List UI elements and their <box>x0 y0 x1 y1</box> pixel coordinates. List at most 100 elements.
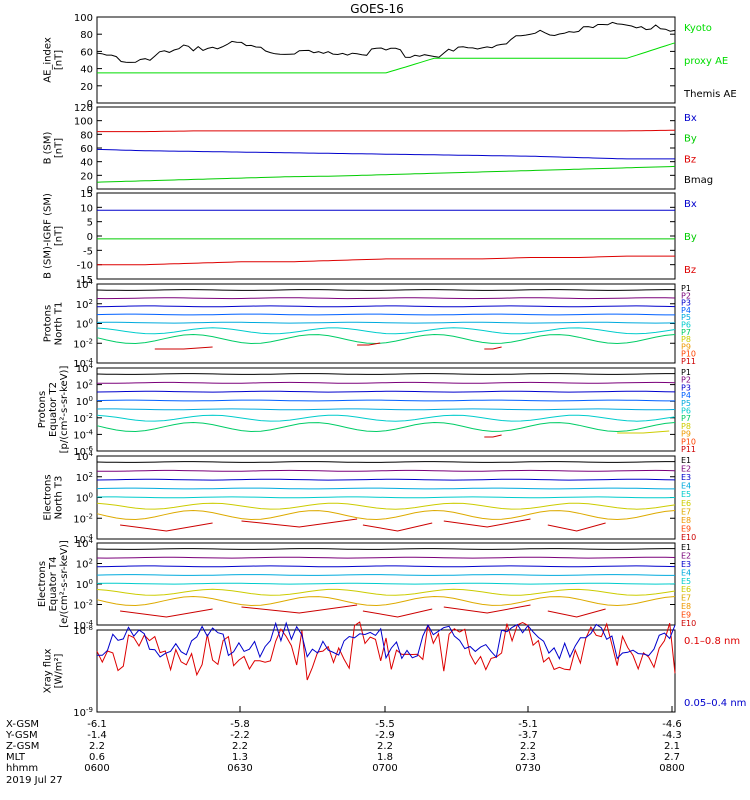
y-tick-label: 10 <box>80 203 93 214</box>
legend-entry: P5 <box>681 399 691 408</box>
legend-entry: P1 <box>681 368 691 377</box>
low-flux-segment <box>484 346 502 350</box>
footer-value: 2.2 <box>89 741 105 752</box>
footer-value: -5.8 <box>230 719 250 730</box>
flux-channel-2 <box>96 297 676 300</box>
y-tick-label: 100 <box>76 318 93 331</box>
flux-channel-3 <box>96 478 676 481</box>
flux-channel-2 <box>96 556 676 559</box>
legend-entry: P3 <box>681 299 691 308</box>
footer-value: -2.9 <box>375 730 395 741</box>
legend-entry: E2 <box>681 551 691 560</box>
y-tick-label: 20 <box>80 171 93 182</box>
footer-value: -5.5 <box>375 719 395 730</box>
y-axis-label: [nT] <box>54 50 65 70</box>
series-bz <box>97 255 675 266</box>
legend-entry: P10 <box>681 350 696 359</box>
legend-entry: P4 <box>681 391 691 400</box>
series-bx <box>96 148 675 160</box>
low-flux-segment <box>120 522 213 532</box>
legend-entry: E6 <box>681 499 691 508</box>
footer-label: MLT <box>6 752 26 763</box>
y-axis-label: Equator T4 <box>48 557 59 612</box>
legend-entry: P2 <box>681 291 691 300</box>
legend-entry: P5 <box>681 313 691 322</box>
legend-entry: P6 <box>681 321 691 330</box>
footer-value: -1.4 <box>87 730 107 741</box>
legend-entry: Bz <box>684 154 696 165</box>
legend-entry: P8 <box>681 335 691 344</box>
footer-value: 0800 <box>659 763 684 774</box>
y-tick-label: 10-2 <box>73 599 93 612</box>
y-axis-label: [nT] <box>54 226 65 246</box>
low-flux-segment <box>484 434 502 438</box>
flux-channel-3 <box>96 305 676 308</box>
y-tick-label: 15 <box>80 189 93 200</box>
y-axis-label: North T3 <box>54 476 65 520</box>
y-axis-label: Protons <box>37 391 48 428</box>
y-axis-label: North T1 <box>54 302 65 346</box>
y-tick-label: 100 <box>76 395 93 408</box>
y-tick-label: 10-4 <box>73 533 93 546</box>
y-tick-label: 104 <box>76 450 94 463</box>
y-tick-label: 100 <box>76 492 93 505</box>
y-tick-label: 40 <box>80 158 93 169</box>
panel-6: 104 102 100 10-2 10-4 Electrons North T3 E1E2E3… <box>43 450 697 546</box>
footer-value: -3.7 <box>518 730 538 741</box>
legend-entry: P1 <box>681 284 691 293</box>
footer-value: 2.2 <box>520 741 536 752</box>
panel-frame <box>96 192 676 280</box>
flux-channel-1 <box>96 373 675 375</box>
y-axis-label: [W/m²] <box>54 653 65 688</box>
flux-channel-2 <box>97 381 676 384</box>
legend-entry: E6 <box>681 585 691 594</box>
low-flux-segment <box>362 522 433 532</box>
y-axis-label: Xray flux <box>43 649 54 694</box>
y-tick-label: 40 <box>80 65 93 76</box>
legend-entry: E4 <box>681 568 691 577</box>
footer-value: 2.7 <box>664 752 680 763</box>
y-axis-label: [p/(cm²-s-sr-keV)] <box>59 366 70 454</box>
flux-channel-7 <box>96 421 676 433</box>
y-tick-label: 80 <box>80 30 93 41</box>
footer-ephemeris: X-GSM -6.1 -5.8 -5.5 -5.1 -4.6 Y-GSM -1.4 -2.2 -2… <box>5 706 685 786</box>
y-tick-label: 5 <box>87 218 93 229</box>
footer-value: 1.8 <box>377 752 393 763</box>
flux-channel-5 <box>96 582 676 585</box>
y-tick-label: 60 <box>80 47 93 58</box>
footer-value: 1.3 <box>232 752 248 763</box>
y-tick-label: 0 <box>87 185 93 196</box>
y-axis-label: Electrons <box>43 474 54 520</box>
plot-title: GOES-16 <box>350 2 404 16</box>
legend-entry: P11 <box>681 445 696 454</box>
y-tick-label: 10-4 <box>73 428 93 441</box>
panel-frame <box>96 629 676 713</box>
footer-date: 2019 Jul 27 <box>6 775 63 786</box>
y-tick-label: 100 <box>74 117 93 128</box>
legend-entry: P2 <box>681 376 691 385</box>
footer-value: 2.2 <box>232 741 248 752</box>
low-flux-segment <box>120 608 213 618</box>
flux-channel-7 <box>96 509 676 521</box>
y-axis-label: Electrons <box>37 561 48 607</box>
footer-label: Z-GSM <box>6 741 39 752</box>
legend-entry: E3 <box>681 473 691 482</box>
footer-value: 0600 <box>84 763 109 774</box>
legend-entry: E10 <box>681 619 696 628</box>
panel-7: 104 102 100 10-2 10-4 Electrons Equator T4 [e/(… <box>37 537 696 632</box>
flux-channel-3 <box>96 565 676 568</box>
y-tick-label: 20 <box>80 82 93 93</box>
footer-value: -4.3 <box>662 730 682 741</box>
y-axis-label: AE_index <box>43 37 54 83</box>
series-kyoto-proxy-ae <box>97 42 676 74</box>
footer-value: 2.3 <box>520 752 536 763</box>
y-tick-label: 10-4 <box>73 357 93 370</box>
y-tick-label: 102 <box>76 379 93 392</box>
legend-entry: 0.05–0.4 nm <box>684 698 746 709</box>
flux-channel-6 <box>96 327 676 335</box>
y-axis-label: [nT] <box>54 138 65 158</box>
footer-value: 0630 <box>227 763 252 774</box>
flux-channel-4 <box>96 574 675 576</box>
y-tick-label: 10-2 <box>73 512 93 525</box>
